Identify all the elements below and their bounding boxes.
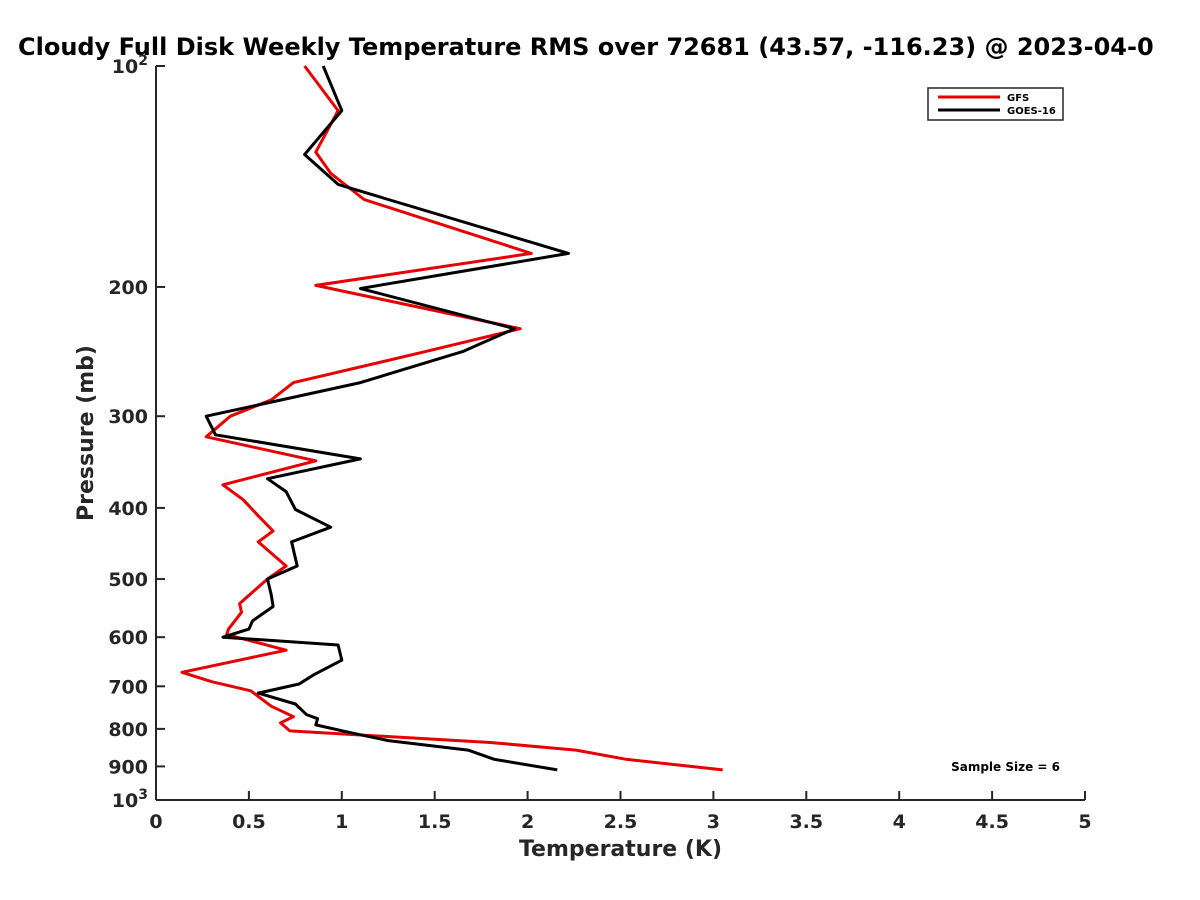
legend-entry: GFS <box>1007 93 1029 104</box>
sample-size-annotation: Sample Size = 6 <box>951 760 1060 774</box>
series-line-gfs <box>180 65 723 772</box>
legend: GFS GOES-16 <box>927 87 1064 121</box>
x-tick-label: 1 <box>335 811 348 833</box>
x-tick-label: 3.5 <box>789 811 823 833</box>
x-tick-label: 4.5 <box>975 811 1009 833</box>
chart-title: Cloudy Full Disk Weekly Temperature RMS … <box>18 33 1154 61</box>
series-line-goes-16 <box>204 65 570 772</box>
legend-box <box>927 87 1064 121</box>
y-tick-label: 400 <box>108 498 148 520</box>
y-tick-label: 600 <box>108 627 148 649</box>
axes: 0 0.5 1 1.5 2 2.5 3 3.5 4 4.5 5 102 200 300 400 500 600 7… <box>108 53 1091 833</box>
x-tick-label: 3 <box>707 811 720 833</box>
x-tick-label: 0.5 <box>232 811 266 833</box>
y-tick-label: 300 <box>108 406 148 428</box>
x-tick-label: 4 <box>893 811 906 833</box>
y-tick-label: 800 <box>108 719 148 741</box>
y-tick-label: 900 <box>108 756 148 778</box>
y-axis-label: Pressure (mb) <box>74 345 99 521</box>
x-tick-label: 1.5 <box>418 811 452 833</box>
y-tick-label: 102 <box>112 53 148 78</box>
legend-entry: GOES-16 <box>1007 106 1056 117</box>
series-layer <box>180 65 723 772</box>
x-tick-label: 0 <box>149 811 162 833</box>
x-tick-label: 2.5 <box>604 811 638 833</box>
x-tick-label: 5 <box>1078 811 1091 833</box>
x-tick-label: 2 <box>521 811 534 833</box>
y-tick-label: 500 <box>108 569 148 591</box>
y-tick-label: 200 <box>108 277 148 299</box>
y-tick-label: 700 <box>108 676 148 698</box>
x-axis-label: Temperature (K) <box>519 837 722 862</box>
y-tick-label: 103 <box>112 787 148 812</box>
